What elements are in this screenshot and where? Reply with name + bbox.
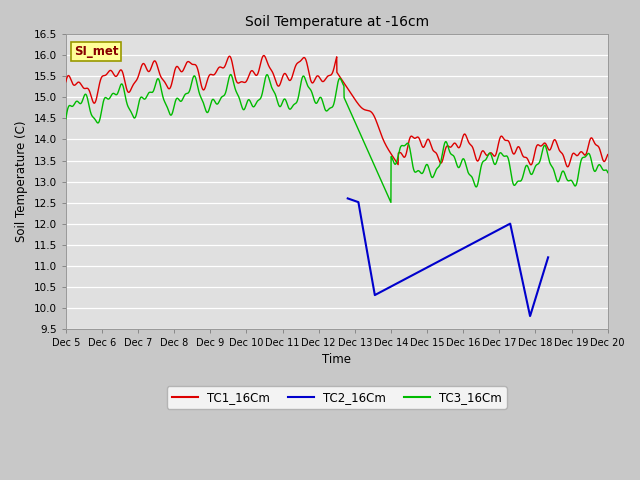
X-axis label: Time: Time [323, 353, 351, 366]
Y-axis label: Soil Temperature (C): Soil Temperature (C) [15, 121, 28, 242]
Legend: TC1_16Cm, TC2_16Cm, TC3_16Cm: TC1_16Cm, TC2_16Cm, TC3_16Cm [167, 386, 507, 408]
Text: SI_met: SI_met [74, 45, 118, 58]
Title: Soil Temperature at -16cm: Soil Temperature at -16cm [244, 15, 429, 29]
